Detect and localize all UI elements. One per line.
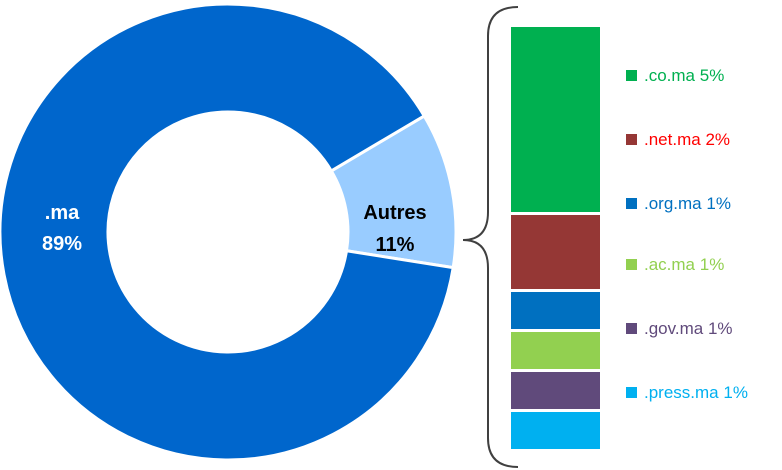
legend-swatch bbox=[626, 387, 637, 398]
stack-segment-co-ma bbox=[511, 27, 600, 212]
stacked-bar bbox=[511, 27, 600, 449]
legend-item-co-ma: .co.ma 5% bbox=[626, 66, 724, 85]
donut-label-ma: .ma bbox=[45, 202, 80, 224]
legend-item-org-ma: .org.ma 1% bbox=[626, 194, 731, 213]
legend-label: .gov.ma 1% bbox=[644, 319, 733, 338]
legend-label: .co.ma 5% bbox=[644, 66, 724, 85]
legend-item-ac-ma: .ac.ma 1% bbox=[626, 255, 724, 274]
stack-segment-org-ma bbox=[511, 292, 600, 329]
stack-segment-ac-ma bbox=[511, 332, 600, 369]
donut-slice-ma bbox=[0, 2, 455, 462]
legend-item-net-ma: .net.ma 2% bbox=[626, 130, 730, 149]
legend-item-gov-ma: .gov.ma 1% bbox=[626, 319, 733, 338]
legend: .co.ma 5% .net.ma 2% .org.ma 1% .ac.ma 1% .g… bbox=[626, 66, 748, 402]
legend-swatch bbox=[626, 134, 637, 145]
donut-value-autres: 11% bbox=[376, 234, 415, 256]
curly-brace-connector bbox=[462, 6, 519, 468]
stack-segment-press-ma bbox=[511, 412, 600, 449]
legend-swatch bbox=[626, 259, 637, 270]
donut-chart: .ma 89% Autres 11% bbox=[0, 2, 458, 462]
legend-label: .net.ma 2% bbox=[644, 130, 730, 149]
legend-swatch bbox=[626, 198, 637, 209]
stack-segment-net-ma bbox=[511, 215, 600, 289]
donut-label-autres: Autres bbox=[363, 202, 426, 224]
legend-item-press-ma: .press.ma 1% bbox=[626, 383, 748, 402]
legend-swatch bbox=[626, 323, 637, 334]
legend-label: .org.ma 1% bbox=[644, 194, 731, 213]
donut-value-ma: 89% bbox=[42, 233, 82, 255]
legend-swatch bbox=[626, 70, 637, 81]
legend-label: .press.ma 1% bbox=[644, 383, 748, 402]
legend-label: .ac.ma 1% bbox=[644, 255, 724, 274]
stack-segment-gov-ma bbox=[511, 372, 600, 409]
